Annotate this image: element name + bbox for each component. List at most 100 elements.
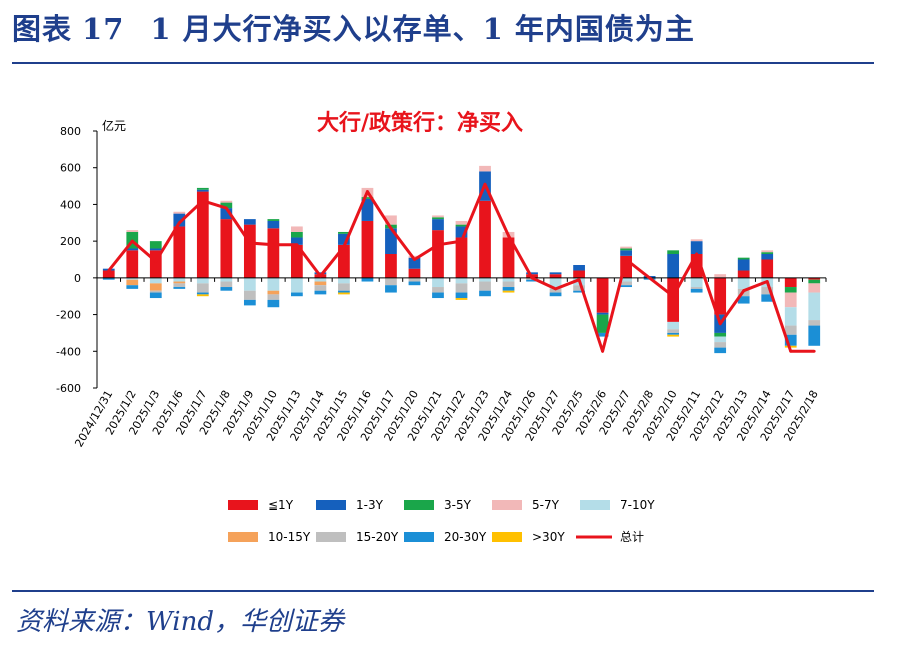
chart-title: 大行/政策行：净买入	[317, 110, 523, 136]
y-tick-label: 200	[60, 235, 81, 248]
bar-segment	[220, 208, 233, 220]
bar-segment	[714, 347, 727, 354]
bar-segment	[784, 307, 797, 326]
bar-segment	[714, 332, 727, 337]
bar-segment	[173, 287, 186, 289]
bar-segment	[196, 189, 209, 192]
bar-segment	[549, 272, 562, 275]
bar-segment	[267, 290, 280, 295]
bar-segment	[573, 270, 585, 278]
bar-segment	[102, 277, 115, 280]
bar-segment	[385, 228, 397, 254]
bar-segment	[126, 230, 139, 232]
bar-segment	[314, 272, 327, 275]
bar-segment	[291, 244, 303, 278]
bar-segment	[220, 277, 233, 282]
bar-segment	[690, 287, 703, 289]
y-tick-label: 800	[60, 125, 81, 138]
bar-segment	[667, 332, 680, 335]
bar-segment	[314, 285, 327, 291]
total-point	[601, 349, 604, 353]
bar-segment	[690, 288, 703, 293]
y-tick-label: 600	[60, 162, 81, 175]
legend-label: >30Y	[532, 530, 565, 544]
y-tick-label: -600	[56, 382, 81, 395]
total-point	[436, 243, 440, 247]
bar-segment	[149, 292, 162, 299]
bar-segment	[291, 226, 303, 232]
legend-label: 3-5Y	[444, 498, 472, 512]
legend-swatch	[492, 532, 522, 542]
top-rule	[12, 62, 874, 64]
legend-label: 1-3Y	[356, 498, 384, 512]
bar-segment	[173, 281, 186, 284]
bar-segment	[196, 283, 209, 293]
bar-segment	[761, 253, 774, 260]
bar-segment	[220, 200, 233, 203]
bar-segment	[784, 325, 797, 335]
bar-segment	[784, 277, 797, 288]
bar-segment	[149, 248, 162, 251]
bar-segment	[385, 253, 397, 278]
bar-segment	[596, 312, 609, 315]
bar-segment	[620, 250, 632, 256]
bar-segment	[408, 268, 421, 278]
bar-segment	[385, 277, 397, 286]
bar-segment	[737, 270, 750, 278]
total-point	[765, 280, 769, 283]
bar-segment	[220, 287, 233, 291]
legend-swatch	[228, 532, 258, 542]
source-note: 资料来源：Wind，华创证券	[16, 607, 344, 637]
bar-segment	[479, 200, 491, 278]
bar-segment	[267, 228, 280, 278]
bar-segment	[737, 277, 750, 289]
bar-segment	[267, 220, 280, 229]
bar-segment	[243, 219, 256, 225]
legend-label: ≦1Y	[268, 498, 294, 512]
bar-segment	[455, 220, 468, 225]
bar-segment	[620, 255, 632, 278]
legend-swatch	[404, 500, 434, 510]
bar-segment	[667, 250, 680, 254]
bar-segment	[620, 246, 632, 249]
bar-segment	[267, 299, 280, 308]
total-point	[201, 199, 205, 203]
bar-segment	[338, 244, 350, 278]
legend-swatch	[492, 500, 522, 510]
bar-segment	[667, 329, 680, 333]
bar-segment	[149, 290, 162, 293]
bar-segment	[620, 248, 632, 251]
total-point	[177, 221, 181, 225]
bar-segment	[243, 290, 256, 300]
bar-segment	[385, 215, 397, 225]
bar-segment	[502, 281, 515, 288]
total-point	[295, 243, 299, 247]
bar-segment	[479, 165, 491, 172]
legend-label: 20-30Y	[444, 530, 487, 544]
bar-segment	[737, 296, 750, 304]
legend-swatch	[316, 532, 346, 542]
bar-segment	[455, 237, 468, 278]
bar-segment	[267, 277, 280, 291]
total-point	[483, 182, 487, 186]
y-tick-label: 0	[74, 272, 81, 285]
bar-segment	[808, 292, 821, 321]
bar-segment	[549, 274, 562, 278]
bar-segment	[479, 290, 491, 297]
bar-segment	[502, 237, 515, 278]
legend-label: 7-10Y	[620, 498, 655, 512]
total-point	[812, 349, 816, 353]
bar-segment	[173, 283, 186, 288]
y-tick-label: -400	[56, 345, 81, 358]
bar-segment	[737, 259, 750, 271]
bar-segment	[102, 270, 115, 278]
total-point	[366, 190, 369, 193]
bar-segment	[432, 219, 444, 231]
bar-segment	[149, 241, 162, 249]
total-point	[624, 258, 628, 261]
bar-segment	[338, 283, 350, 291]
legend-label: 总计	[620, 530, 644, 544]
bar-segment	[714, 277, 727, 315]
bar-segment	[408, 255, 421, 258]
bar-segment	[385, 285, 397, 293]
